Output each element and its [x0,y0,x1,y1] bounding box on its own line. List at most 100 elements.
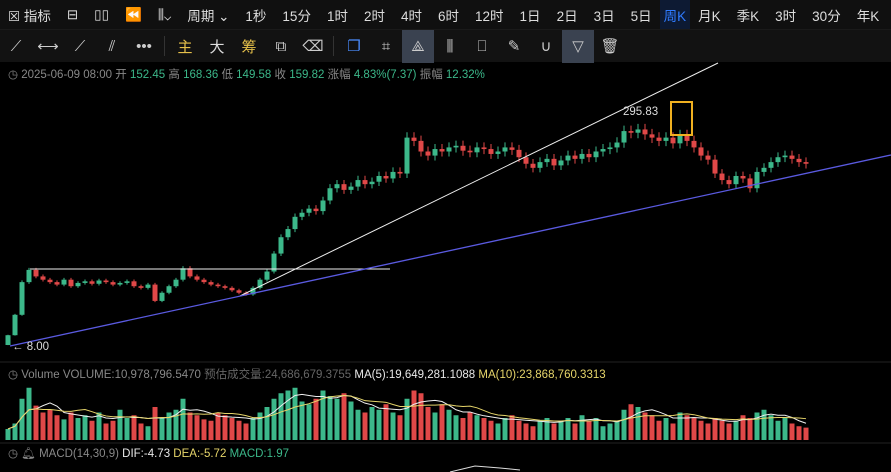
candle[interactable] [327,188,333,201]
candle[interactable] [124,281,130,283]
candle[interactable] [803,162,809,164]
candle[interactable] [103,280,109,283]
candle[interactable] [376,175,382,182]
candle[interactable] [796,158,802,163]
candle[interactable] [425,151,431,156]
candle[interactable] [593,151,599,158]
candle[interactable] [768,162,774,168]
period-dropdown[interactable]: 周期 ⌄ [187,8,230,24]
candle[interactable] [698,147,704,156]
screenshot-icon[interactable]: ⧉ [275,37,287,55]
candle[interactable] [75,282,81,287]
eye-icon[interactable]: ◷ [8,369,19,381]
candle[interactable] [712,159,718,174]
candle[interactable] [684,135,690,141]
period-5[interactable]: 6时 [438,8,460,24]
candle[interactable] [313,208,319,212]
candle[interactable] [621,131,627,143]
candle[interactable] [369,181,375,185]
candle[interactable] [166,286,172,293]
period-10[interactable]: 5日 [630,8,652,24]
candle[interactable] [33,269,39,277]
candle[interactable] [292,216,298,230]
candle[interactable] [446,147,452,152]
candle[interactable] [481,147,487,150]
candle[interactable] [131,281,137,287]
period-9[interactable]: 3日 [593,8,615,24]
eye-icon[interactable]: ◷ [8,448,19,460]
candle[interactable] [152,284,158,301]
candle[interactable] [257,279,263,288]
candle[interactable] [579,153,585,159]
candle[interactable] [355,180,361,187]
main-force-button[interactable]: 主 [177,38,193,56]
more-tools-button[interactable]: ••• [136,37,152,55]
candle[interactable] [530,163,536,168]
candle[interactable] [670,137,676,144]
candle[interactable] [705,155,711,160]
candle[interactable] [208,282,214,285]
candle[interactable] [439,149,445,152]
candle[interactable] [544,158,550,163]
candle[interactable] [775,157,781,163]
candle[interactable] [68,279,74,287]
candle[interactable] [677,135,683,144]
candle[interactable] [474,147,480,153]
support-line-drawing[interactable] [9,154,891,347]
chip-button[interactable]: 筹 [241,38,257,56]
candle[interactable] [635,129,641,133]
period-12[interactable]: 月K [698,8,721,24]
candle[interactable] [89,281,95,284]
candle[interactable] [362,180,368,185]
candle[interactable] [691,140,697,148]
trash-icon[interactable]: 🗑 [600,38,620,55]
parallel-channel-icon[interactable]: ⫽ [108,37,116,55]
candle[interactable] [495,151,501,154]
candle[interactable] [754,171,760,189]
candle[interactable] [397,171,403,174]
period-1[interactable]: 15分 [282,8,311,24]
candle[interactable] [551,158,557,166]
candle[interactable] [285,229,291,238]
candle[interactable] [26,269,32,283]
candle[interactable] [390,171,396,179]
period-16[interactable]: 年K [856,8,880,24]
candle[interactable] [432,149,438,156]
bell-icon[interactable]: 🔔︎ [21,448,36,460]
candle[interactable] [719,173,725,181]
candle[interactable] [572,155,578,159]
candle[interactable] [180,268,186,280]
candle[interactable] [467,150,473,153]
candle[interactable] [348,186,354,190]
candle[interactable] [523,157,529,164]
candle[interactable] [110,282,116,285]
candle[interactable] [782,155,788,158]
candle[interactable] [747,178,753,189]
candle[interactable] [54,282,60,285]
candle[interactable] [187,268,193,277]
candle[interactable] [537,162,543,168]
candle[interactable] [173,279,179,287]
candle[interactable] [663,137,669,141]
period-14[interactable]: 3时 [775,8,797,24]
draw-mode-icon[interactable]: ⟁ [402,29,434,63]
trend-line-drawing[interactable] [239,62,719,297]
candle[interactable] [418,140,424,152]
candle[interactable] [733,175,739,185]
candle[interactable] [411,137,417,141]
copy-icon[interactable]: ❐ [347,38,361,55]
candle[interactable] [12,314,18,336]
edit-icon[interactable]: ✎ [507,38,521,55]
candle[interactable] [138,286,144,288]
filter-icon[interactable]: ▽ [562,29,594,63]
candle[interactable] [656,137,662,141]
candle[interactable] [222,286,228,288]
candle[interactable] [642,129,648,135]
period-13[interactable]: 季K [736,8,760,24]
candle[interactable] [565,155,571,161]
candle[interactable] [341,184,347,190]
candle[interactable] [61,279,67,285]
lock-icon[interactable]: ⎕ [477,37,487,55]
candle[interactable] [250,287,256,295]
candle[interactable] [502,147,508,152]
